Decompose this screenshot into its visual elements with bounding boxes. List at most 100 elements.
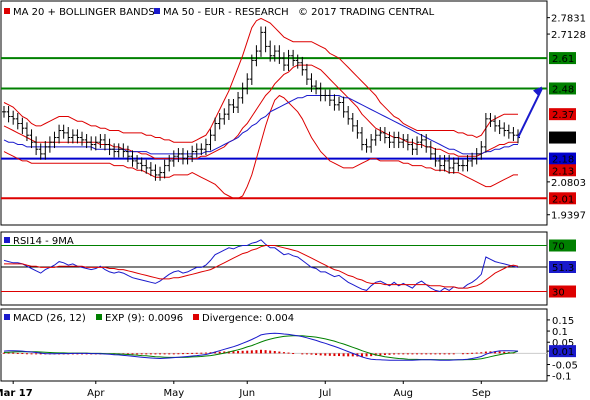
xtick-label-3: Jun xyxy=(238,388,255,399)
signal-legend-swatch xyxy=(96,314,102,320)
divergence-bar xyxy=(35,353,38,355)
divergence-bar xyxy=(475,352,478,354)
rsi-ma-line xyxy=(4,245,519,289)
divergence-bar xyxy=(351,353,354,357)
divergence-bar xyxy=(250,350,253,354)
divergence-bar xyxy=(310,353,313,355)
divergence-bar xyxy=(498,351,501,354)
divergence-bar xyxy=(278,351,281,354)
divergence-bar xyxy=(191,352,194,354)
divergence-bar xyxy=(388,353,391,355)
divergence-bar xyxy=(177,353,180,355)
divergence-bar xyxy=(365,353,368,357)
divergence-bar xyxy=(416,353,419,355)
macd-ytick-label: 0.05 xyxy=(552,338,574,349)
divergence-bar xyxy=(204,352,207,354)
divergence-bar xyxy=(186,353,189,355)
divergence-bar xyxy=(21,353,24,355)
divergence-bar xyxy=(425,353,428,355)
divergence-bar xyxy=(448,353,451,355)
bollinger-upper-line xyxy=(3,17,518,143)
divergence-bar xyxy=(223,351,226,354)
rsi-title: RSI14 - 9MA xyxy=(13,236,74,247)
divergence-bar xyxy=(287,352,290,354)
rsi-panel-frame xyxy=(0,231,548,306)
divergence-bar xyxy=(7,352,10,354)
macd-ytick-label: -0.05 xyxy=(552,361,578,372)
price-tag-bg-2.61 xyxy=(549,52,576,65)
divergence-bar xyxy=(402,353,405,355)
divergence-bar xyxy=(471,352,474,354)
divergence-bar xyxy=(200,352,203,354)
divergence-bar xyxy=(39,353,42,355)
divergence-bar xyxy=(237,351,240,354)
divergence-bar xyxy=(315,353,318,356)
divergence-bar xyxy=(438,353,441,355)
divergence-bar xyxy=(461,353,464,355)
divergence-bar xyxy=(324,353,327,356)
xtick-label-5: Aug xyxy=(394,388,414,399)
divergence-bar xyxy=(131,353,134,355)
divergence-bar xyxy=(406,353,409,355)
price-tag-bg-2.13 xyxy=(549,164,576,177)
divergence-bar xyxy=(319,353,322,356)
rsi-tag-30: 30 xyxy=(552,288,565,299)
price-legend: MA 20 + BOLLINGER BANDS MA 50 - EUR - RE… xyxy=(4,7,435,18)
price-panel-frame xyxy=(0,0,548,226)
projection-arrow-line xyxy=(517,88,543,138)
divergence-bar xyxy=(393,353,396,355)
divergence-bar xyxy=(466,353,469,355)
price-ytick-label: 2.7128 xyxy=(551,30,586,41)
divergence-bar xyxy=(333,353,336,357)
price-tag-bg-2.37 xyxy=(549,108,576,121)
copyright-label: © 2017 TRADING CENTRAL xyxy=(298,7,435,18)
xtick-label-4: Jul xyxy=(318,388,331,399)
divergence-bar xyxy=(12,352,15,354)
divergence-bar xyxy=(16,352,19,354)
ma50-line xyxy=(3,95,518,155)
divergence-bar xyxy=(328,353,331,356)
price-tag-bg-2.48 xyxy=(549,82,576,95)
divergence-bar xyxy=(246,350,249,354)
divergence-bar xyxy=(163,353,166,355)
rsi-tag-bg-70 xyxy=(549,239,576,252)
macd-current-tag: 0.01 xyxy=(552,347,574,358)
divergence-bar xyxy=(338,353,341,357)
divergence-bar xyxy=(360,353,363,357)
xtick-label-2: May xyxy=(163,388,184,399)
divergence-bar xyxy=(3,352,5,354)
rsi-legend-swatch xyxy=(4,237,10,243)
divergence-bar xyxy=(195,352,198,354)
projection-arrow-head xyxy=(533,86,542,97)
price-tag-2.48: 2.48 xyxy=(552,84,574,95)
macd-legend: MACD (26, 12) EXP (9): 0.0096 Divergence… xyxy=(4,313,294,324)
divergence-bar xyxy=(494,351,497,354)
divergence-bar xyxy=(172,353,175,355)
divergence-bar xyxy=(452,353,455,355)
ma20-legend-swatch xyxy=(4,8,10,14)
divergence-bar xyxy=(255,350,258,354)
divergence-bar xyxy=(136,353,139,355)
divergence-bar xyxy=(273,351,276,354)
divergence-legend-label: Divergence: 0.004 xyxy=(202,313,294,324)
rsi-tag-51.3: 51.3 xyxy=(552,263,574,274)
macd-legend-swatch xyxy=(4,314,10,320)
axis-layer: 2.7831 2.7128 2.0803 1.9397 2.61 2.48 2.18 2.01… xyxy=(0,14,586,399)
divergence-bar xyxy=(149,353,152,355)
price-ytick-label: 1.9397 xyxy=(551,211,586,222)
divergence-bar xyxy=(214,351,217,354)
rsi-tag-bg-30 xyxy=(549,285,576,298)
divergence-legend-swatch xyxy=(193,314,199,320)
macd-panel-frame xyxy=(0,308,548,382)
divergence-bar xyxy=(411,353,414,355)
rsi-tag-70: 70 xyxy=(552,242,565,253)
rsi-tag-bg-51.3 xyxy=(549,261,576,274)
signal-legend-label: EXP (9): 0.0096 xyxy=(105,313,183,324)
macd-current-tag-bg xyxy=(549,345,576,358)
price-tag-bg-2.18 xyxy=(549,152,576,165)
price-tag-2.18: 2.18 xyxy=(552,155,574,166)
divergence-bar xyxy=(484,351,487,354)
divergence-bar xyxy=(342,353,345,357)
divergence-bar xyxy=(480,352,483,354)
